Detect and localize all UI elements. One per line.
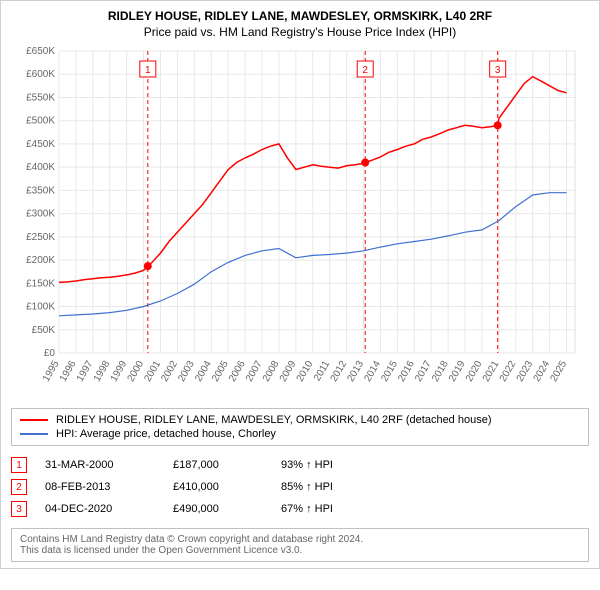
sale-price: £410,000 [173,481,263,493]
svg-text:2010: 2010 [295,359,316,384]
title-area: RIDLEY HOUSE, RIDLEY LANE, MAWDESLEY, OR… [11,9,589,39]
sale-diff: 93% ↑ HPI [281,459,401,471]
svg-text:£500K: £500K [26,116,55,127]
svg-text:2020: 2020 [464,359,485,384]
chart-area: £0 £50K £100K £150K £200K £250K £300K £350K £400… [11,45,589,400]
footer-line1: Contains HM Land Registry data © Crown c… [20,534,580,545]
svg-text:1997: 1997 [75,359,96,384]
legend-row: RIDLEY HOUSE, RIDLEY LANE, MAWDESLEY, OR… [20,413,580,427]
svg-text:£300K: £300K [26,209,55,220]
title-subtitle: Price paid vs. HM Land Registry's House … [11,25,589,39]
title-address: RIDLEY HOUSE, RIDLEY LANE, MAWDESLEY, OR… [11,9,589,23]
footer-attribution: Contains HM Land Registry data © Crown c… [11,528,589,562]
svg-text:2006: 2006 [227,359,248,384]
legend-row: HPI: Average price, detached house, Chor… [20,427,580,441]
svg-text:2016: 2016 [396,359,417,384]
svg-text:2018: 2018 [430,359,451,384]
svg-text:2005: 2005 [210,359,231,384]
svg-text:2001: 2001 [142,359,163,384]
svg-text:2000: 2000 [126,359,147,384]
svg-text:£200K: £200K [26,255,55,266]
legend-swatch [20,433,48,435]
legend-label: HPI: Average price, detached house, Chor… [56,428,276,440]
svg-text:£350K: £350K [26,185,55,196]
svg-text:£450K: £450K [26,139,55,150]
svg-text:2002: 2002 [159,359,180,384]
svg-text:£50K: £50K [32,325,56,336]
svg-text:2009: 2009 [278,359,299,384]
sale-date: 08-FEB-2013 [45,481,155,493]
svg-text:2021: 2021 [481,359,502,384]
svg-text:£400K: £400K [26,162,55,173]
price-chart: £0 £50K £100K £150K £200K £250K £300K £350K £400… [11,45,587,395]
svg-text:£0: £0 [44,348,56,359]
svg-text:2024: 2024 [532,359,553,384]
svg-text:2004: 2004 [193,359,214,384]
svg-text:2008: 2008 [261,359,282,384]
svg-text:1998: 1998 [92,359,113,384]
svg-text:2019: 2019 [447,359,468,384]
figure-container: RIDLEY HOUSE, RIDLEY LANE, MAWDESLEY, OR… [0,0,600,569]
svg-text:1996: 1996 [58,359,79,384]
svg-text:£100K: £100K [26,302,55,313]
svg-text:2022: 2022 [498,359,519,384]
svg-text:3: 3 [495,65,501,76]
svg-text:2007: 2007 [244,359,265,384]
svg-text:1999: 1999 [109,359,130,384]
svg-text:2023: 2023 [515,359,536,384]
sale-badge: 3 [11,501,27,517]
sale-row: 3 04-DEC-2020 £490,000 67% ↑ HPI [11,498,589,520]
sale-price: £187,000 [173,459,263,471]
sale-row: 1 31-MAR-2000 £187,000 93% ↑ HPI [11,454,589,476]
sale-diff: 85% ↑ HPI [281,481,401,493]
svg-text:1: 1 [145,65,151,76]
svg-text:2013: 2013 [345,359,366,384]
svg-text:£550K: £550K [26,92,55,103]
svg-text:2014: 2014 [362,359,383,384]
svg-text:2012: 2012 [329,359,350,384]
svg-text:2015: 2015 [379,359,400,384]
sale-badge: 2 [11,479,27,495]
svg-text:2003: 2003 [176,359,197,384]
sale-badge: 1 [11,457,27,473]
footer-line2: This data is licensed under the Open Gov… [20,545,580,556]
svg-text:£250K: £250K [26,232,55,243]
sale-date: 04-DEC-2020 [45,503,155,515]
legend-box: RIDLEY HOUSE, RIDLEY LANE, MAWDESLEY, OR… [11,408,589,446]
sale-price: £490,000 [173,503,263,515]
sale-row: 2 08-FEB-2013 £410,000 85% ↑ HPI [11,476,589,498]
svg-text:2: 2 [362,65,368,76]
sales-table: 1 31-MAR-2000 £187,000 93% ↑ HPI 2 08-FEB-201… [11,454,589,520]
svg-text:£650K: £650K [26,46,55,57]
sale-diff: 67% ↑ HPI [281,503,401,515]
legend-swatch [20,419,48,421]
svg-text:1995: 1995 [41,359,62,384]
sale-date: 31-MAR-2000 [45,459,155,471]
legend-label: RIDLEY HOUSE, RIDLEY LANE, MAWDESLEY, OR… [56,414,492,426]
svg-text:£150K: £150K [26,278,55,289]
svg-text:2017: 2017 [413,359,434,384]
svg-text:2025: 2025 [548,359,569,384]
svg-text:£600K: £600K [26,69,55,80]
